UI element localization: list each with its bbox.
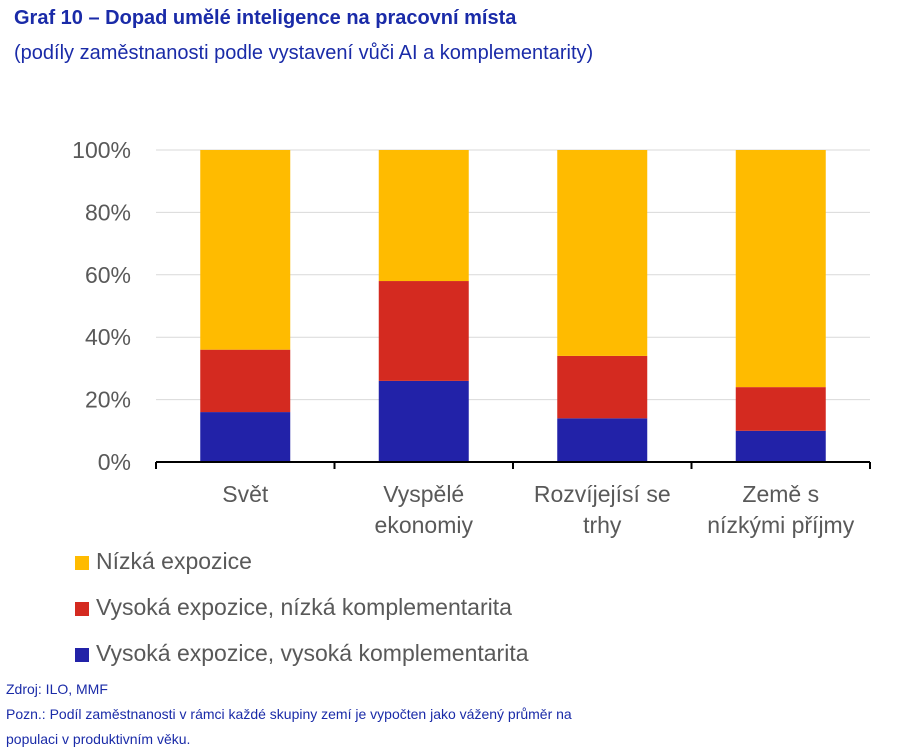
y-tick-label: 20%: [85, 387, 131, 413]
bar-segment: [557, 418, 648, 462]
x-category-label: Rozvíjejísí se: [534, 481, 671, 507]
footer: Zdroj: ILO, MMF Pozn.: Podíl zaměstnanos…: [6, 677, 572, 752]
x-axis-category-labels: Svět Vyspělé ekonomiy Rozvíjejísí se trhy Zem…: [222, 481, 854, 538]
legend-swatch: [75, 648, 89, 662]
bar-segment: [735, 387, 826, 431]
y-tick-label: 100%: [72, 137, 131, 163]
legend-swatch: [75, 556, 89, 570]
x-category-label: Svět: [222, 481, 269, 507]
legend-label: Vysoká expozice, nízká komplementarita: [96, 594, 512, 620]
bar-segment: [378, 281, 469, 381]
methodology-note-line-1: Pozn.: Podíl zaměstnanosti v rámci každé…: [6, 706, 572, 722]
bar-segment: [200, 412, 291, 462]
y-tick-label: 0%: [98, 449, 131, 475]
y-tick-label: 40%: [85, 324, 131, 350]
source-note: Zdroj: ILO, MMF: [6, 681, 108, 697]
x-category-label: trhy: [583, 512, 622, 538]
legend-label: Vysoká expozice, vysoká komplementarita: [96, 640, 529, 666]
legend: Nízká expozice Vysoká expozice, nízká kom…: [75, 548, 529, 666]
bar-segment: [557, 355, 648, 419]
x-category-label: ekonomiy: [375, 512, 474, 538]
bar-segment: [378, 150, 469, 282]
methodology-note-line-2: populaci v produktivním věku.: [6, 731, 191, 747]
bars: [200, 150, 826, 462]
legend-label: Nízká expozice: [96, 548, 252, 574]
y-tick-label: 80%: [85, 199, 131, 225]
x-category-label: Země s: [742, 481, 819, 507]
chart-subtitle: (podíly zaměstnanosti podle vystavení vů…: [14, 42, 594, 64]
bar-segment: [557, 150, 648, 356]
bar-segment: [378, 380, 469, 462]
stacked-bar-chart: 0% 20% 40% 60% 80% 100% Svět Vyspělé ekonomiy Ro…: [72, 137, 871, 666]
legend-swatch: [75, 602, 89, 616]
y-tick-label: 60%: [85, 262, 131, 288]
bar-segment: [735, 430, 826, 462]
x-category-label: Vyspělé: [383, 481, 464, 507]
bar-segment: [200, 150, 291, 350]
bar-segment: [200, 349, 291, 413]
chart-title: Graf 10 – Dopad umělé inteligence na pra…: [14, 7, 517, 29]
axes: [155, 461, 871, 469]
bar-segment: [735, 150, 826, 388]
y-axis-tick-labels: 0% 20% 40% 60% 80% 100%: [72, 137, 131, 475]
x-category-label: nízkými příjmy: [707, 512, 854, 538]
